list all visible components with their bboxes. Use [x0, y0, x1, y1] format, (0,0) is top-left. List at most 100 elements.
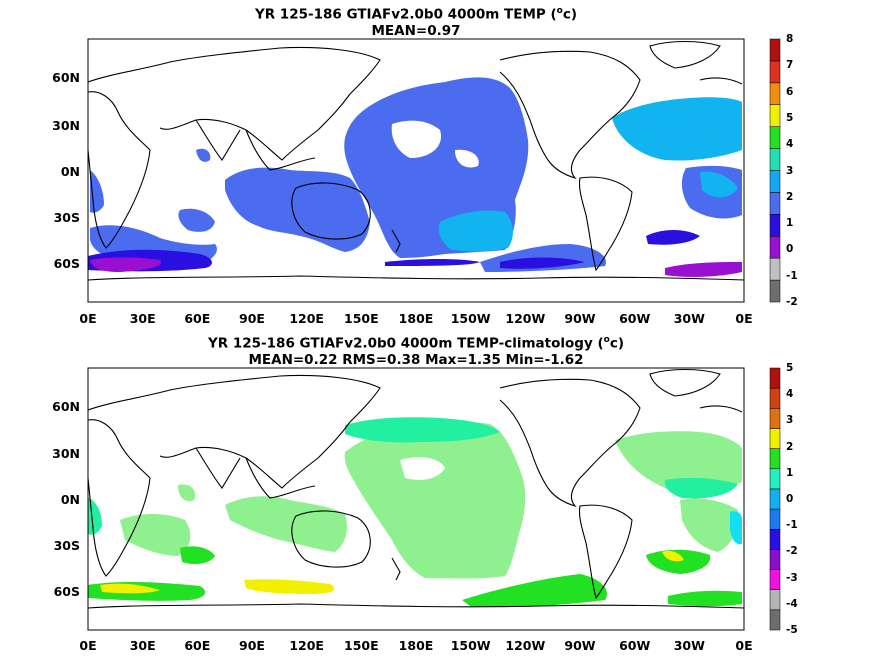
colorbar-label: 1 [786, 217, 794, 230]
lat-label: 60N [52, 399, 80, 415]
lat-label: 30S [53, 538, 80, 554]
lon-label: 180E [398, 638, 434, 653]
lon-label: 0E [735, 638, 753, 653]
lon-label: 90W [564, 638, 596, 653]
lon-label: 90W [564, 311, 596, 326]
colorbar-swatch [769, 279, 781, 303]
colorbar-label: 5 [786, 362, 794, 374]
lon-label: 120E [289, 311, 324, 326]
colorbar-label: 6 [786, 85, 794, 98]
bottom-field-hole [400, 457, 445, 480]
lon-label: 0E [79, 638, 97, 653]
top-field-south-atlantic-dark [646, 230, 700, 245]
colorbar-swatch [769, 589, 781, 611]
bottom-title-unit-sup: o [603, 335, 610, 345]
colorbar-label: 5 [786, 111, 794, 124]
top-title-line1: YR 125-186 GTIAFv2.0b0 4000m TEMP ( [254, 6, 557, 23]
colorbar-swatch [769, 236, 781, 259]
top-field-south-pacific-dark2 [500, 257, 585, 269]
bottom-anomaly-field [88, 417, 742, 607]
colorbar-swatch [769, 408, 781, 429]
bottom-panel-title: YR 125-186 GTIAFv2.0b0 4000m TEMP-climat… [88, 332, 744, 368]
top-field-hole [391, 120, 442, 158]
lon-label: 150W [450, 638, 491, 653]
top-coast-greenland [649, 41, 721, 69]
lon-label: 0E [79, 311, 97, 326]
lon-label: 30E [129, 638, 156, 653]
top-field-pacific-south [438, 210, 513, 252]
bottom-field-cyan [730, 511, 742, 545]
bottom-title-line1: YR 125-186 GTIAFv2.0b0 4000m TEMP-climat… [208, 335, 604, 352]
bottom-field-west-pacific [225, 496, 347, 552]
lon-label: 120W [505, 638, 546, 653]
bottom-coast-africa [87, 419, 151, 577]
bottom-field-south-atlantic-bright [646, 549, 711, 574]
bottom-coast-australia [291, 510, 371, 568]
bottom-coastlines [87, 369, 745, 609]
colorbar-swatch [769, 104, 781, 127]
colorbar-label: 3 [786, 414, 794, 427]
colorbar-swatch [769, 192, 781, 215]
lat-label: 30N [52, 446, 80, 462]
top-colorbar [769, 38, 781, 303]
top-title-unit-sup: o [556, 6, 563, 16]
lon-label: 60W [619, 311, 651, 326]
top-coast-eurasia [87, 46, 381, 161]
top-coast-australia [291, 182, 371, 240]
lat-label: 30S [53, 209, 80, 225]
lat-label: 30N [52, 117, 80, 133]
colorbar-swatch [769, 214, 781, 237]
colorbar-label: -3 [786, 571, 798, 584]
lon-label: 0E [735, 311, 753, 326]
lon-label: 120W [505, 311, 546, 326]
top-coast-nam [499, 50, 641, 180]
colorbar-swatch [769, 528, 781, 550]
colorbar-swatch [769, 148, 781, 171]
colorbar-swatch [769, 468, 781, 490]
colorbar-swatch [769, 82, 781, 106]
bottom-map [87, 367, 745, 631]
colorbar-label: 8 [786, 33, 794, 45]
colorbar-swatch [769, 569, 781, 590]
top-field-south-atlantic-purple [665, 262, 742, 277]
lon-label: 60E [184, 311, 211, 326]
bottom-coast-nz [391, 557, 401, 581]
bottom-coast-india [195, 447, 241, 489]
lat-label: 60S [53, 255, 80, 271]
colorbar-label: -2 [786, 296, 798, 308]
bottom-title-unit-tail: c) [609, 335, 624, 352]
top-coast-sam [578, 176, 633, 272]
lon-label: 90E [239, 638, 265, 653]
bottom-coast-sam [578, 504, 633, 600]
top-panel-title: YR 125-186 GTIAFv2.0b0 4000m TEMP (oc) M… [88, 3, 744, 39]
colorbar-label: -1 [786, 269, 798, 282]
colorbar-label: -4 [786, 597, 798, 610]
bottom-field-south-indian-bright2 [180, 546, 215, 564]
colorbar-swatch [769, 488, 781, 510]
lat-label: 0N [60, 492, 80, 508]
bottom-field-south-atlantic-yellow [662, 550, 684, 562]
top-temperature-field [88, 77, 742, 277]
colorbar-swatch [769, 367, 781, 389]
colorbar-swatch [769, 549, 781, 570]
bottom-field-south-atlantic [680, 498, 739, 552]
colorbar-swatch [769, 387, 781, 409]
bottom-colorbar [769, 367, 781, 631]
lon-label: 30W [673, 311, 705, 326]
lat-label: 0N [60, 163, 80, 179]
bottom-field-south-pacific-bright [462, 574, 608, 607]
lat-label: 60N [52, 70, 80, 86]
colorbar-label: 2 [786, 190, 794, 203]
top-coast-seasia [245, 129, 316, 171]
top-field-atlantic-mid-light [700, 171, 738, 198]
bottom-coast-nam [499, 378, 641, 508]
bottom-coast-greenland [649, 369, 721, 397]
colorbar-swatch [769, 257, 781, 281]
colorbar-swatch [769, 126, 781, 149]
top-coast-africa [87, 91, 151, 249]
bottom-field-atlantic-mint [664, 477, 738, 499]
bottom-field-atlantic [615, 431, 742, 492]
top-field-atlantic-light [612, 97, 742, 161]
colorbar-label: 7 [786, 59, 794, 72]
